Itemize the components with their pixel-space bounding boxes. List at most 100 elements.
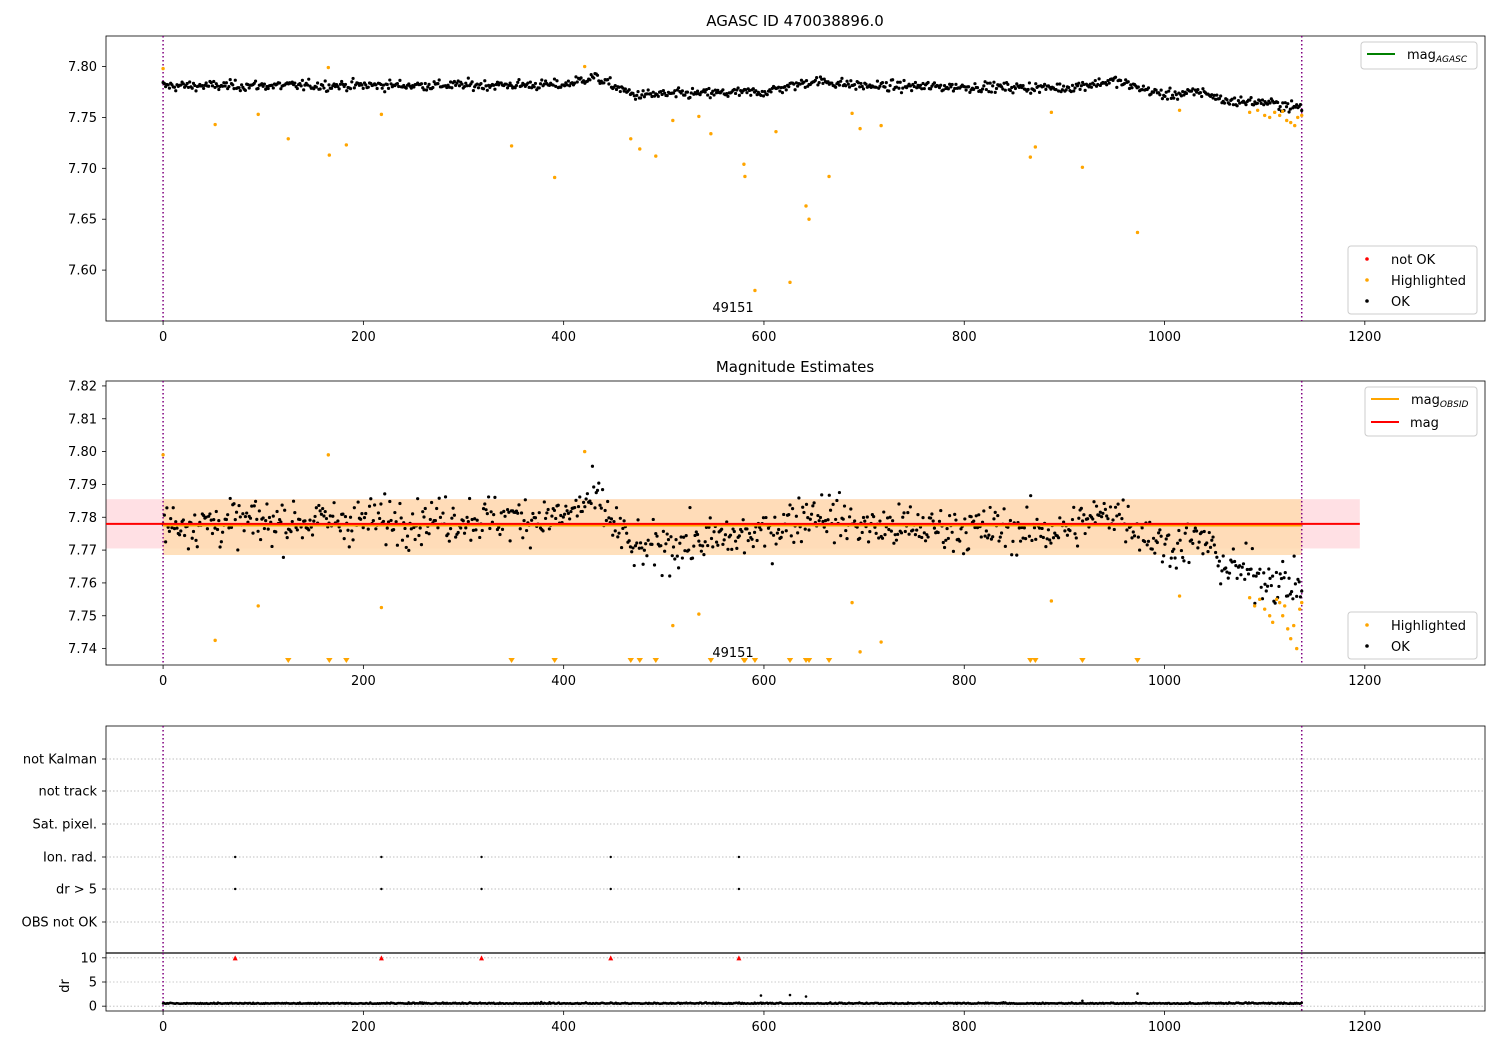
- ok-point: [1024, 537, 1028, 541]
- ok-point: [423, 506, 427, 511]
- ok-point: [922, 86, 926, 91]
- ok-point: [720, 527, 724, 531]
- ok-point: [1168, 86, 1172, 90]
- ok-point: [1292, 554, 1296, 558]
- ok-point: [986, 536, 990, 540]
- ok-point: [697, 539, 701, 543]
- ok-point: [1235, 104, 1239, 108]
- ok-point: [1277, 107, 1281, 112]
- ok-point: [561, 515, 565, 519]
- ok-point: [1296, 577, 1300, 581]
- ok-point: [915, 528, 919, 532]
- ok-point: [600, 488, 605, 492]
- ok-point: [295, 86, 299, 91]
- ok-point: [712, 93, 716, 97]
- ok-point: [660, 92, 664, 97]
- ok-point: [484, 84, 488, 88]
- ok-point: [714, 540, 719, 544]
- ok-point: [552, 508, 557, 513]
- ok-point: [770, 562, 774, 566]
- ok-point: [452, 79, 456, 84]
- ok-point: [308, 518, 312, 522]
- ok-point: [1146, 539, 1151, 543]
- ok-point: [261, 516, 265, 520]
- ok-point: [899, 91, 904, 95]
- ok-point: [950, 530, 954, 534]
- below-range-marker: [825, 658, 833, 663]
- highlighted-point: [753, 288, 757, 293]
- ok-point: [207, 514, 211, 518]
- ok-point: [356, 500, 360, 504]
- ok-point: [913, 533, 918, 537]
- ok-point: [1298, 595, 1303, 599]
- ok-point: [1159, 88, 1163, 92]
- ok-point: [1017, 526, 1021, 530]
- ok-point: [343, 82, 348, 87]
- ok-point: [1021, 536, 1025, 540]
- ok-point: [853, 82, 857, 87]
- ok-point: [332, 501, 336, 505]
- ok-point: [399, 516, 403, 520]
- highlighted-point: [1300, 600, 1304, 605]
- ok-point: [1184, 91, 1189, 96]
- ok-point: [961, 552, 966, 556]
- highlighted-point: [697, 114, 701, 119]
- ok-point: [996, 513, 1000, 518]
- ok-point: [289, 530, 293, 534]
- legend-box: [1347, 611, 1478, 660]
- ok-point: [532, 85, 536, 89]
- ok-point: [499, 511, 503, 515]
- ok-point: [1281, 101, 1285, 105]
- ok-point: [299, 84, 303, 88]
- ok-point: [1241, 562, 1246, 566]
- ok-point: [1208, 545, 1213, 549]
- flag-point: [480, 855, 483, 859]
- ok-point: [1083, 531, 1087, 536]
- ok-point: [844, 84, 848, 88]
- ok-point: [260, 82, 264, 86]
- ok-point: [837, 490, 842, 495]
- ok-point: [471, 528, 475, 532]
- ok-point: [1244, 541, 1248, 545]
- x-tick-label: 1200: [1348, 1020, 1381, 1035]
- ok-point: [842, 504, 847, 508]
- ok-point: [262, 82, 267, 86]
- ok-point: [473, 517, 477, 521]
- ok-point: [1081, 519, 1085, 523]
- x-tick-label: 400: [551, 674, 576, 689]
- ok-point: [692, 544, 696, 548]
- ok-point: [1027, 534, 1032, 538]
- highlighted-point: [1255, 108, 1260, 113]
- ok-point: [759, 93, 763, 98]
- ok-point: [1215, 93, 1219, 97]
- ok-point: [1151, 90, 1156, 94]
- ok-point: [733, 539, 738, 543]
- ok-point: [982, 84, 986, 88]
- ok-point: [609, 517, 614, 521]
- ok-point: [868, 530, 872, 534]
- ok-point: [250, 504, 254, 508]
- highlighted-point: [1289, 120, 1293, 125]
- ok-point: [215, 527, 220, 532]
- ok-point: [701, 544, 705, 548]
- ok-point: [888, 515, 892, 519]
- y-tick-label: 7.75: [68, 609, 97, 624]
- ok-point: [278, 81, 282, 85]
- highlighted-point: [1281, 614, 1285, 618]
- axes-frame: [105, 725, 1486, 954]
- ok-point: [1259, 585, 1263, 589]
- ok-point: [545, 511, 549, 515]
- ok-point: [611, 533, 615, 537]
- highlighted-point: [1281, 109, 1285, 114]
- ok-point: [1287, 110, 1291, 114]
- ok-point: [410, 512, 415, 516]
- x-tick-label: 200: [351, 674, 376, 689]
- ok-point: [475, 518, 479, 522]
- ok-point: [242, 529, 246, 533]
- ok-point: [1183, 531, 1187, 535]
- ok-point: [471, 88, 475, 93]
- ok-point: [1252, 103, 1256, 107]
- ok-point: [992, 517, 996, 521]
- ok-point: [1046, 528, 1051, 532]
- ok-point: [575, 514, 579, 518]
